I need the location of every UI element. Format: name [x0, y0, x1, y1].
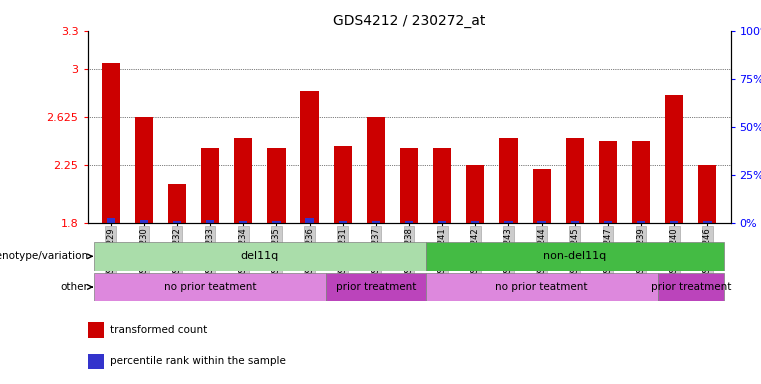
- Bar: [206, 220, 215, 223]
- Bar: [571, 222, 579, 223]
- Bar: [533, 169, 551, 223]
- Text: percentile rank within the sample: percentile rank within the sample: [110, 356, 286, 366]
- Bar: [173, 222, 181, 223]
- Bar: [565, 138, 584, 223]
- Bar: [107, 218, 115, 223]
- Bar: [425, 242, 724, 271]
- Bar: [88, 323, 103, 338]
- Text: del11q: del11q: [240, 251, 279, 262]
- Bar: [703, 221, 712, 223]
- Bar: [603, 221, 612, 223]
- Bar: [168, 184, 186, 223]
- Bar: [471, 222, 479, 223]
- Bar: [239, 222, 247, 223]
- Bar: [140, 220, 148, 223]
- Bar: [326, 273, 425, 301]
- Bar: [637, 221, 645, 223]
- Text: other: other: [60, 282, 88, 292]
- Bar: [499, 138, 517, 223]
- Bar: [371, 222, 380, 223]
- Bar: [433, 149, 451, 223]
- Bar: [94, 273, 326, 301]
- Bar: [658, 273, 724, 301]
- Bar: [88, 354, 103, 369]
- Title: GDS4212 / 230272_at: GDS4212 / 230272_at: [333, 14, 486, 28]
- Bar: [272, 222, 281, 223]
- Bar: [699, 165, 716, 223]
- Bar: [400, 149, 418, 223]
- Bar: [665, 95, 683, 223]
- Bar: [135, 117, 153, 223]
- Bar: [305, 218, 314, 223]
- Bar: [234, 138, 253, 223]
- Bar: [405, 222, 413, 223]
- Bar: [94, 242, 425, 271]
- Bar: [367, 117, 385, 223]
- Bar: [267, 149, 285, 223]
- Text: no prior teatment: no prior teatment: [164, 282, 256, 292]
- Bar: [333, 146, 352, 223]
- Text: genotype/variation: genotype/variation: [0, 251, 88, 262]
- Text: prior treatment: prior treatment: [336, 282, 416, 292]
- Bar: [632, 141, 650, 223]
- Bar: [438, 221, 447, 223]
- Bar: [301, 91, 319, 223]
- Bar: [466, 165, 485, 223]
- Bar: [339, 222, 347, 223]
- Bar: [201, 149, 219, 223]
- Bar: [425, 273, 658, 301]
- Text: prior treatment: prior treatment: [651, 282, 731, 292]
- Text: non-del11q: non-del11q: [543, 251, 607, 262]
- Bar: [670, 222, 678, 223]
- Text: transformed count: transformed count: [110, 325, 207, 335]
- Bar: [505, 222, 513, 223]
- Bar: [537, 222, 546, 223]
- Text: no prior teatment: no prior teatment: [495, 282, 588, 292]
- Bar: [599, 141, 617, 223]
- Bar: [102, 63, 119, 223]
